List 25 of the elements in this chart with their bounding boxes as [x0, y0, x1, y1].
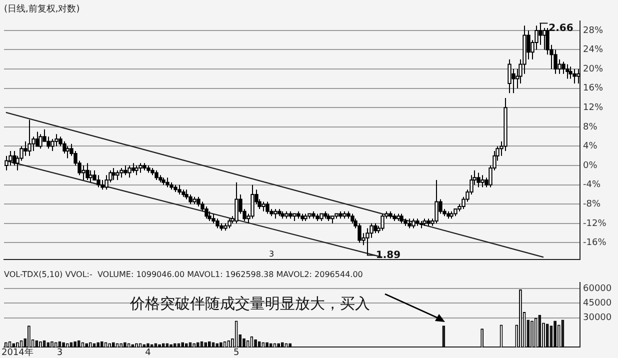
y-tick-label: 0% — [583, 160, 598, 171]
y-tick-label: -4% — [583, 180, 601, 190]
chart-title: (日线,前复权,对数) — [4, 4, 80, 15]
y-tick-label: -8% — [583, 199, 601, 210]
y-tick-label: 28% — [583, 26, 604, 36]
annotation: 3 — [268, 250, 274, 259]
x-tick-label: 2014年 — [1, 346, 34, 358]
y-tick-label: 16% — [583, 84, 604, 94]
y-tick-label: -12% — [583, 218, 607, 229]
y-tick-label: 60000 — [583, 284, 612, 294]
chart-title: VOL-TDX(5,10) VVOL:- VOLUME: 1099046.00 MAVOL1: 1962598.38 MAVOL2: 2096544.00 — [4, 270, 363, 279]
x-tick-label: 5 — [233, 348, 240, 358]
y-tick-label: 8% — [583, 122, 598, 132]
y-tick-label: 45000 — [583, 298, 612, 308]
x-tick-label: 4 — [145, 348, 152, 358]
y-tick-label: 24% — [583, 45, 604, 56]
y-tick-label: 20% — [583, 64, 604, 74]
annotation: 2.66 — [548, 22, 574, 34]
x-tick-label: 3 — [56, 348, 63, 358]
y-tick-label: -16% — [583, 238, 607, 248]
y-tick-label: 4% — [583, 142, 598, 152]
y-tick-label: 12% — [583, 102, 604, 113]
y-tick-label: 30000 — [583, 313, 612, 324]
annotation: 价格突破伴随成交量明显放大，买入 — [129, 296, 370, 313]
annotation: 1.89 — [376, 250, 401, 261]
